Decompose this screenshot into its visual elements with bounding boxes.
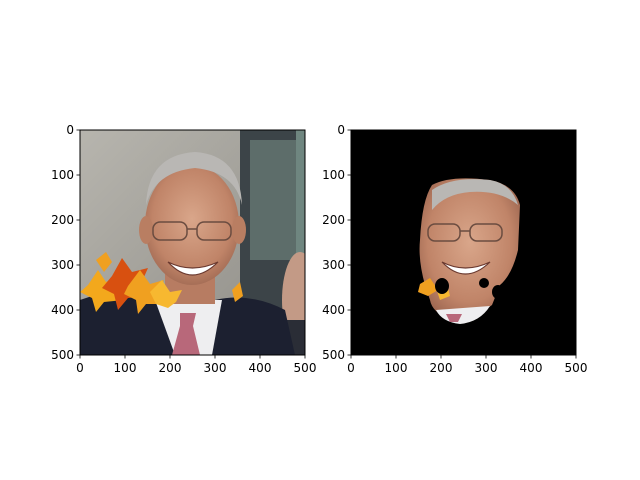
right-ytick-label: 200 [322, 213, 345, 227]
left-ytick-label: 500 [51, 348, 74, 362]
left-xtick-label: 400 [249, 361, 272, 375]
leaves-overlay [80, 252, 243, 314]
right-xtick-label: 200 [430, 361, 453, 375]
right-ytick-label: 300 [322, 258, 345, 272]
left-xtick-label: 0 [76, 361, 84, 375]
left-xtick-label: 200 [159, 361, 182, 375]
left-ytick-label: 100 [51, 168, 74, 182]
left-ytick-label: 0 [66, 123, 74, 137]
right-ytick-label: 500 [322, 348, 345, 362]
right-xtick-label: 100 [385, 361, 408, 375]
left-ytick-label: 400 [51, 303, 74, 317]
left-ytick-label: 300 [51, 258, 74, 272]
right-ytick-label: 0 [337, 123, 345, 137]
right-xtick-label: 400 [520, 361, 543, 375]
left-ytick-label: 200 [51, 213, 74, 227]
right-xtick-label: 0 [347, 361, 355, 375]
photo-image [80, 130, 305, 355]
left-xtick-label: 300 [204, 361, 227, 375]
right-ytick-label: 100 [322, 168, 345, 182]
right-xtick-label: 300 [475, 361, 498, 375]
right-axes-frame [350, 129, 577, 356]
right-ytick-label: 400 [322, 303, 345, 317]
left-xtick-label: 100 [114, 361, 137, 375]
mask-image [351, 130, 576, 355]
right-xtick-label: 500 [565, 361, 588, 375]
left-xtick-label: 500 [294, 361, 317, 375]
left-axes-frame [79, 129, 306, 356]
